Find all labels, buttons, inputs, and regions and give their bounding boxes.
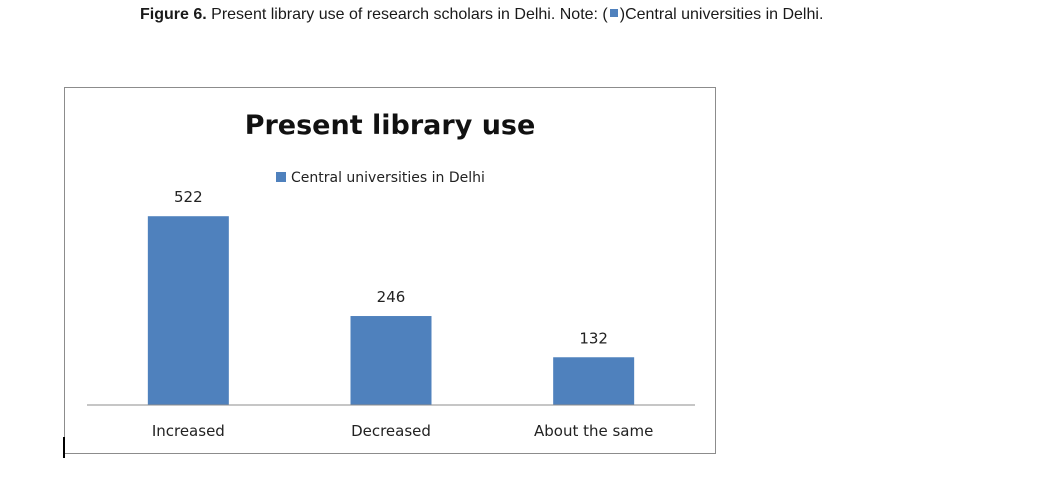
caption-text: Present library use of research scholars… (211, 6, 608, 23)
chart-title: Present library use (245, 110, 536, 141)
data-label: 522 (174, 188, 203, 206)
legend-swatch (276, 172, 286, 182)
caption-legend-swatch (609, 9, 618, 17)
text-cursor (63, 437, 65, 458)
bar-about-the-same (553, 357, 635, 405)
x-tick-label: About the same (534, 422, 653, 440)
figure-label: Figure 6. (140, 6, 207, 23)
x-tick-label: Decreased (351, 422, 431, 440)
bars-group: 522 246 132 (147, 188, 635, 405)
chart-legend: Central universities in Delhi (276, 170, 485, 186)
caption-text-end: )Central universities in Delhi. (619, 6, 824, 23)
bar-chart: Present library use Central universities… (87, 110, 695, 440)
data-label: 132 (579, 329, 608, 347)
legend-label: Central universities in Delhi (291, 170, 485, 186)
figure-caption: Figure 6. Present library use of researc… (140, 6, 1035, 24)
chart-frame: Present library use Central universities… (64, 87, 716, 454)
x-tick-labels: Increased Decreased About the same (152, 422, 654, 440)
bar-increased (147, 216, 229, 405)
bar-decreased (350, 316, 432, 405)
x-tick-label: Increased (152, 422, 225, 440)
data-label: 246 (377, 288, 406, 306)
